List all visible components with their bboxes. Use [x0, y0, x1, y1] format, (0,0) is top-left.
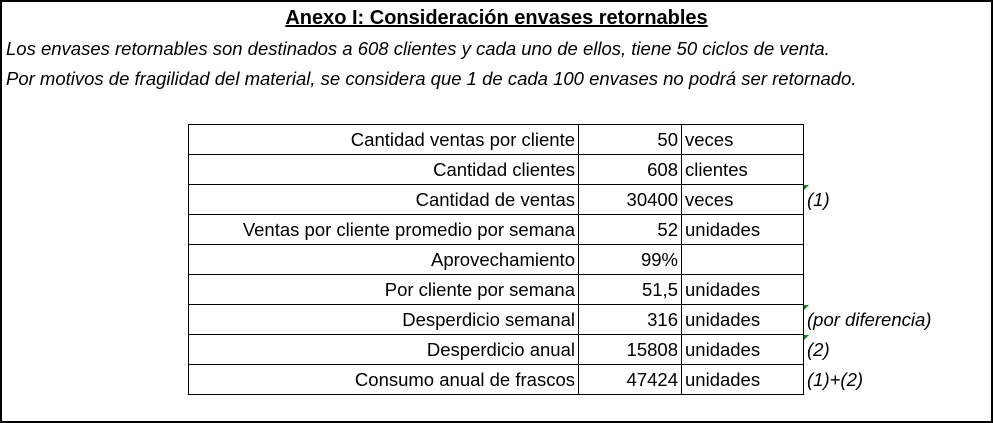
- row-note[interactable]: [804, 215, 981, 245]
- row-value[interactable]: 51,5: [578, 274, 682, 305]
- row-note[interactable]: (1): [804, 184, 981, 215]
- row-label[interactable]: Desperdicio semanal: [188, 304, 579, 335]
- row-note-text: (por diferencia): [807, 308, 932, 330]
- row-value[interactable]: 99%: [578, 244, 682, 275]
- comment-indicator-icon: [804, 184, 809, 190]
- table-row: Aprovechamiento 99%: [188, 244, 981, 275]
- row-value[interactable]: 15808: [578, 334, 682, 365]
- row-note[interactable]: [804, 275, 981, 305]
- row-note[interactable]: [804, 125, 981, 155]
- row-note-text: (1): [807, 188, 830, 210]
- row-label[interactable]: Aprovechamiento: [188, 244, 579, 275]
- intro-line-2: Por motivos de fragilidad del material, …: [6, 68, 857, 89]
- row-unit[interactable]: unidades: [681, 364, 804, 395]
- row-unit[interactable]: veces: [681, 184, 804, 215]
- row-note-text: (2): [807, 338, 830, 360]
- table-row: Consumo anual de frascos 47424 unidades …: [188, 364, 981, 395]
- row-value[interactable]: 30400: [578, 184, 682, 215]
- sheet-title: Anexo I: Consideración envases retornabl…: [285, 7, 708, 29]
- row-label[interactable]: Cantidad ventas por cliente: [188, 124, 579, 155]
- row-unit[interactable]: unidades: [681, 274, 804, 305]
- row-unit[interactable]: [681, 244, 804, 275]
- row-unit[interactable]: clientes: [681, 154, 804, 185]
- row-label[interactable]: Ventas por cliente promedio por semana: [188, 214, 579, 245]
- row-note[interactable]: [804, 245, 981, 275]
- row-unit[interactable]: unidades: [681, 304, 804, 335]
- table-row: Desperdicio anual 15808 unidades (2): [188, 334, 981, 365]
- row-note[interactable]: [804, 155, 981, 185]
- table-row: Cantidad ventas por cliente 50 veces: [188, 124, 981, 155]
- table-row: Por cliente por semana 51,5 unidades: [188, 274, 981, 305]
- row-label[interactable]: Cantidad clientes: [188, 154, 579, 185]
- row-note[interactable]: (2): [804, 334, 981, 365]
- row-unit[interactable]: unidades: [681, 334, 804, 365]
- row-unit[interactable]: veces: [681, 124, 804, 155]
- row-label[interactable]: Cantidad de ventas: [188, 184, 579, 215]
- table-row: Cantidad clientes 608 clientes: [188, 154, 981, 185]
- row-unit[interactable]: unidades: [681, 214, 804, 245]
- row-label[interactable]: Consumo anual de frascos: [188, 364, 579, 395]
- row-value[interactable]: 47424: [578, 364, 682, 395]
- intro-line-1: Los envases retornables son destinados a…: [6, 38, 830, 59]
- row-note[interactable]: (por diferencia): [804, 304, 981, 335]
- row-note[interactable]: (1)+(2): [807, 368, 864, 390]
- table-row: Desperdicio semanal 316 unidades (por di…: [188, 304, 981, 335]
- row-value[interactable]: 50: [578, 124, 682, 155]
- row-value[interactable]: 608: [578, 154, 682, 185]
- row-label[interactable]: Por cliente por semana: [188, 274, 579, 305]
- table-row: Ventas por cliente promedio por semana 5…: [188, 214, 981, 245]
- row-label[interactable]: Desperdicio anual: [188, 334, 579, 365]
- table-row: Cantidad de ventas 30400 veces (1): [188, 184, 981, 215]
- row-value[interactable]: 52: [578, 214, 682, 245]
- comment-indicator-icon: [804, 304, 809, 310]
- row-value[interactable]: 316: [578, 304, 682, 335]
- data-table: Cantidad ventas por cliente 50 veces Can…: [188, 124, 981, 395]
- comment-indicator-icon: [804, 334, 809, 340]
